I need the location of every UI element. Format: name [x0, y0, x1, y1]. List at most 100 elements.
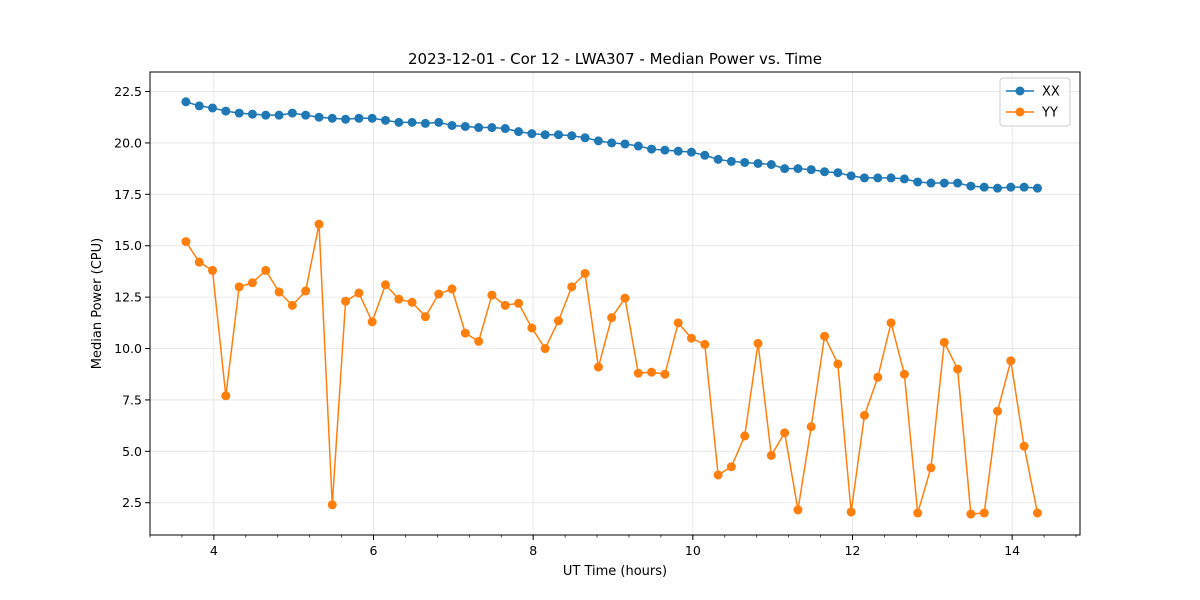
data-point-xx	[660, 145, 670, 155]
data-point-yy	[234, 282, 244, 292]
data-point-xx	[766, 160, 776, 170]
data-point-yy	[274, 287, 284, 297]
axes-frame	[149, 71, 1081, 536]
y-tick-label: 5.0	[122, 444, 142, 459]
data-point-xx	[700, 150, 710, 160]
data-point-xx	[527, 129, 537, 139]
data-point-yy	[341, 296, 351, 306]
data-point-yy	[846, 507, 856, 517]
legend-label-yy: YY	[1041, 106, 1058, 121]
data-point-xx	[247, 109, 257, 119]
data-point-yy	[593, 362, 603, 372]
data-point-yy	[979, 508, 989, 518]
data-point-yy	[913, 508, 923, 518]
data-point-yy	[514, 298, 524, 308]
data-point-yy	[1019, 441, 1029, 451]
data-point-yy	[793, 505, 803, 515]
data-point-xx	[593, 136, 603, 146]
data-point-xx	[181, 97, 191, 107]
data-point-xx	[420, 118, 430, 128]
data-point-xx	[274, 110, 284, 120]
data-point-xx	[1032, 183, 1042, 193]
data-point-yy	[527, 323, 537, 333]
chart-title: 2023-12-01 - Cor 12 - LWA307 - Median Po…	[408, 50, 822, 68]
y-tick-label: 7.5	[122, 392, 142, 407]
data-point-yy	[886, 318, 896, 328]
data-point-yy	[686, 333, 696, 343]
legend-entry-xx: XX	[1006, 85, 1060, 100]
data-point-xx	[474, 123, 484, 133]
data-point-yy	[580, 268, 590, 278]
data-point-yy	[633, 368, 643, 378]
data-point-xx	[261, 110, 271, 120]
legend-entry-yy: YY	[1006, 106, 1058, 121]
data-point-xx	[726, 156, 736, 166]
data-point-xx	[367, 113, 377, 123]
y-tick-label: 2.5	[122, 495, 142, 510]
data-point-xx	[926, 178, 936, 188]
data-point-yy	[354, 288, 364, 298]
series-xx	[181, 97, 1042, 193]
x-tick-label: 14	[1004, 543, 1020, 558]
data-point-xx	[846, 171, 856, 181]
data-point-yy	[953, 364, 963, 374]
data-point-xx	[567, 131, 577, 141]
data-point-yy	[926, 463, 936, 473]
data-point-xx	[1019, 182, 1029, 192]
data-point-xx	[859, 173, 869, 183]
data-point-xx	[380, 115, 390, 125]
data-point-xx	[341, 114, 351, 124]
data-point-yy	[620, 293, 630, 303]
data-point-xx	[740, 157, 750, 167]
data-point-xx	[447, 120, 457, 130]
data-point-xx	[553, 130, 563, 140]
data-point-yy	[647, 367, 657, 377]
data-point-yy	[394, 294, 404, 304]
data-point-xx	[514, 127, 524, 137]
data-point-xx	[913, 177, 923, 187]
data-point-yy	[194, 257, 204, 267]
data-point-xx	[753, 158, 763, 168]
legend-marker-xx	[1015, 86, 1025, 96]
data-point-xx	[460, 121, 470, 131]
data-point-yy	[806, 422, 816, 432]
data-point-xx	[820, 167, 830, 177]
data-point-xx	[993, 183, 1003, 193]
data-point-yy	[500, 300, 510, 310]
data-point-yy	[766, 450, 776, 460]
ticks: 4 6 8 10 12 14 2.5 5.0 7.5 10.0 12.5 15.0 17.5 20.0 22…	[114, 84, 1077, 558]
data-point-yy	[753, 338, 763, 348]
x-tick-label: 10	[685, 543, 701, 558]
legend: XX YY	[999, 77, 1071, 127]
y-tick-label: 12.5	[114, 290, 142, 305]
data-point-xx	[500, 124, 510, 134]
data-point-xx	[287, 108, 297, 118]
data-point-yy	[247, 278, 257, 288]
data-point-yy	[474, 336, 484, 346]
data-point-xx	[620, 139, 630, 149]
data-point-yy	[713, 470, 723, 480]
data-point-yy	[966, 509, 976, 519]
data-point-xx	[540, 130, 550, 140]
data-point-yy	[607, 313, 617, 323]
series-yy	[181, 219, 1042, 519]
y-tick-label: 20.0	[114, 135, 142, 150]
data-point-yy	[820, 331, 830, 341]
data-point-xx	[327, 113, 337, 123]
data-point-xx	[633, 141, 643, 151]
data-point-yy	[567, 282, 577, 292]
data-point-xx	[194, 101, 204, 111]
data-point-xx	[886, 173, 896, 183]
data-point-xx	[394, 117, 404, 127]
data-point-yy	[780, 428, 790, 438]
data-point-yy	[487, 290, 497, 300]
data-point-xx	[580, 133, 590, 143]
data-point-xx	[793, 164, 803, 174]
data-point-xx	[301, 110, 311, 120]
data-point-yy	[420, 312, 430, 322]
data-point-yy	[939, 337, 949, 347]
legend-marker-yy	[1015, 107, 1025, 117]
data-point-xx	[806, 165, 816, 175]
data-point-yy	[447, 284, 457, 294]
data-point-yy	[540, 344, 550, 354]
